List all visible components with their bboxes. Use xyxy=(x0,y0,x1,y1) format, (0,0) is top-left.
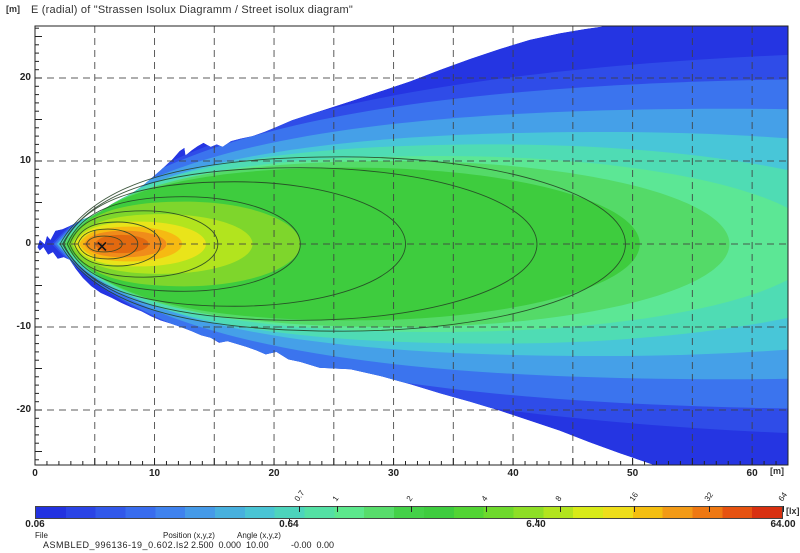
file-label: File xyxy=(35,531,48,540)
colorbar-bottom-label: 64.00 xyxy=(770,519,796,530)
colorbar-top-tick xyxy=(298,506,300,512)
angle-value: -0.00 0.00 xyxy=(291,540,335,550)
x-tick-label: 60 xyxy=(746,468,758,479)
position-label: Position (x,y,z) xyxy=(163,531,215,540)
x-axis-unit-label: [m] xyxy=(770,466,784,476)
x-tick-label: 10 xyxy=(148,468,161,479)
y-tick-label: 20 xyxy=(19,72,31,83)
isolux-color-bands xyxy=(37,25,788,465)
luminaire-position-marker xyxy=(97,241,107,252)
colorbar-bottom-label: 0.06 xyxy=(25,519,45,530)
file-value: ASMBLED_996136-19_0.602.ls2 xyxy=(43,540,190,550)
colorbar-top-tick xyxy=(783,506,784,512)
colorbar-top-tick xyxy=(559,506,561,512)
axes-and-ticks xyxy=(34,25,789,466)
colorbar-top-tick xyxy=(336,506,338,512)
colorbar-bottom-label: 6.40 xyxy=(526,519,546,530)
y-axis-unit-label: [m] xyxy=(6,4,20,14)
y-tick-label: -20 xyxy=(16,404,31,415)
position-value: 2.500 0.000 10.00 xyxy=(191,540,269,550)
x-tick-label: 50 xyxy=(627,468,639,479)
colorbar-top-tick xyxy=(708,506,710,512)
x-tick-label: 0 xyxy=(32,468,38,479)
colorbar-top-tick xyxy=(485,506,487,512)
x-tick-label: 30 xyxy=(387,468,400,479)
y-tick-label: -10 xyxy=(16,321,31,332)
angle-label: Angle (x,y,z) xyxy=(237,531,281,540)
colorbar-bottom-tick xyxy=(288,519,290,522)
colorbar-gradient xyxy=(35,506,783,519)
plot-border xyxy=(34,25,789,466)
colorbar-bottom-label: 0.64 xyxy=(279,519,299,530)
y-tick-label: 0 xyxy=(25,238,31,249)
x-tick-label: 40 xyxy=(507,468,519,479)
y-tick-label: 10 xyxy=(19,155,31,166)
chart-title: E (radial) of "Strassen Isolux Diagramm … xyxy=(31,4,353,16)
colorbar-bottom-tick xyxy=(536,519,537,522)
colorbar-top-tick xyxy=(411,506,413,512)
colorbar-unit-label: [lx] xyxy=(786,506,800,516)
x-tick-label: 20 xyxy=(268,468,280,479)
colorbar-top-tick xyxy=(634,506,636,512)
gridlines xyxy=(35,26,788,465)
